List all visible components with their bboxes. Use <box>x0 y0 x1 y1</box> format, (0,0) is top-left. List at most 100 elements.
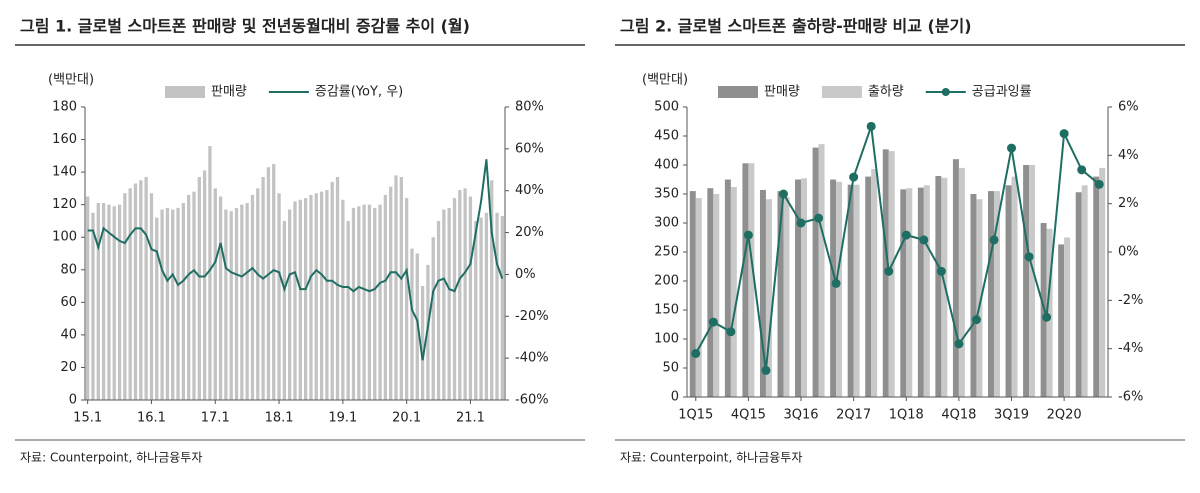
bar <box>1029 165 1036 397</box>
y-tick-label: 400 <box>654 158 679 173</box>
y2-tick-label: 2% <box>1118 196 1139 211</box>
bar <box>144 176 148 400</box>
bar <box>282 220 287 400</box>
line-marker <box>901 230 911 240</box>
bar <box>1064 237 1071 397</box>
y2-tick-label: 20% <box>515 225 544 240</box>
bar <box>765 199 772 397</box>
bar <box>266 167 271 400</box>
legend-label: 공급과잉률 <box>972 85 1032 100</box>
bar <box>713 194 720 397</box>
bar <box>777 191 784 397</box>
line-marker <box>1077 165 1087 175</box>
bar <box>367 204 372 400</box>
bar <box>707 188 714 397</box>
x-tick-label: 17.1 <box>201 411 230 426</box>
source-note: 자료: Counterpoint, 하나금융투자 <box>620 451 802 465</box>
y-tick-label: 0 <box>69 393 77 408</box>
y-axis-label: (백만대) <box>642 73 688 88</box>
bar <box>357 206 361 400</box>
legend-marker <box>941 88 950 96</box>
bar <box>431 237 435 400</box>
bar <box>988 191 994 397</box>
y2-tick-label: -2% <box>1118 293 1143 308</box>
bar <box>112 206 116 400</box>
y-tick-label: 50 <box>662 361 679 376</box>
bar <box>836 181 843 397</box>
bar <box>742 163 749 397</box>
bar <box>107 204 111 400</box>
legend-label: 판매량 <box>764 85 800 100</box>
line-marker <box>989 235 999 245</box>
y-tick-label: 20 <box>60 360 77 375</box>
bar <box>187 194 191 400</box>
bar <box>373 207 377 400</box>
line-marker <box>831 278 841 288</box>
bar <box>474 220 478 400</box>
bar <box>795 179 802 397</box>
bar <box>389 186 393 400</box>
bar <box>404 198 409 400</box>
bar <box>224 209 228 400</box>
bar <box>865 176 872 397</box>
bar <box>993 191 1000 397</box>
bar <box>952 159 959 397</box>
y2-tick-label: 0% <box>515 267 536 282</box>
x-tick-label: 20.1 <box>392 411 421 426</box>
bar <box>468 196 473 400</box>
bar <box>176 207 180 400</box>
bar <box>906 188 913 397</box>
bar <box>256 188 260 400</box>
bar <box>1099 167 1106 397</box>
y2-tick-label: -20% <box>515 309 549 324</box>
y-tick-label: 0 <box>671 390 679 405</box>
bar <box>452 198 457 400</box>
y-tick-label: 150 <box>654 303 679 318</box>
bar <box>149 193 154 400</box>
bar <box>383 194 388 400</box>
bar <box>458 190 462 400</box>
y-tick-label: 120 <box>52 197 77 212</box>
bar <box>1081 185 1088 397</box>
bar <box>165 207 170 400</box>
bar <box>801 178 807 397</box>
x-tick-label: 21.1 <box>456 411 485 426</box>
bar <box>500 216 504 400</box>
bar <box>309 194 313 400</box>
bar <box>818 144 825 397</box>
bar <box>128 188 132 400</box>
bar <box>192 191 196 400</box>
line-marker <box>1059 129 1069 139</box>
bar <box>1058 244 1065 397</box>
bar <box>748 163 755 397</box>
bar <box>853 184 860 397</box>
bar <box>272 163 276 400</box>
bar <box>730 187 737 397</box>
bar <box>1023 165 1030 397</box>
bar <box>812 147 819 397</box>
y-tick-label: 250 <box>654 245 679 260</box>
bar <box>442 209 446 400</box>
bar <box>1093 176 1100 397</box>
line-marker <box>708 317 718 327</box>
line-marker <box>1007 143 1017 153</box>
bar <box>202 170 207 400</box>
bar <box>91 212 95 400</box>
y-tick-label: 60 <box>60 295 77 310</box>
line-marker <box>849 172 859 182</box>
legend-swatch <box>718 86 758 98</box>
bar <box>250 194 255 400</box>
bar <box>490 180 494 400</box>
bar <box>783 196 790 397</box>
y-tick-label: 350 <box>654 187 679 202</box>
bar <box>463 188 467 400</box>
line-marker <box>866 121 876 131</box>
y-tick-label: 100 <box>654 332 679 347</box>
x-tick-label: 16.1 <box>137 411 166 426</box>
x-tick-label: 3Q19 <box>994 408 1029 423</box>
bar <box>160 209 164 400</box>
line-marker <box>954 339 964 349</box>
bar <box>759 189 766 397</box>
line-marker <box>971 315 981 325</box>
